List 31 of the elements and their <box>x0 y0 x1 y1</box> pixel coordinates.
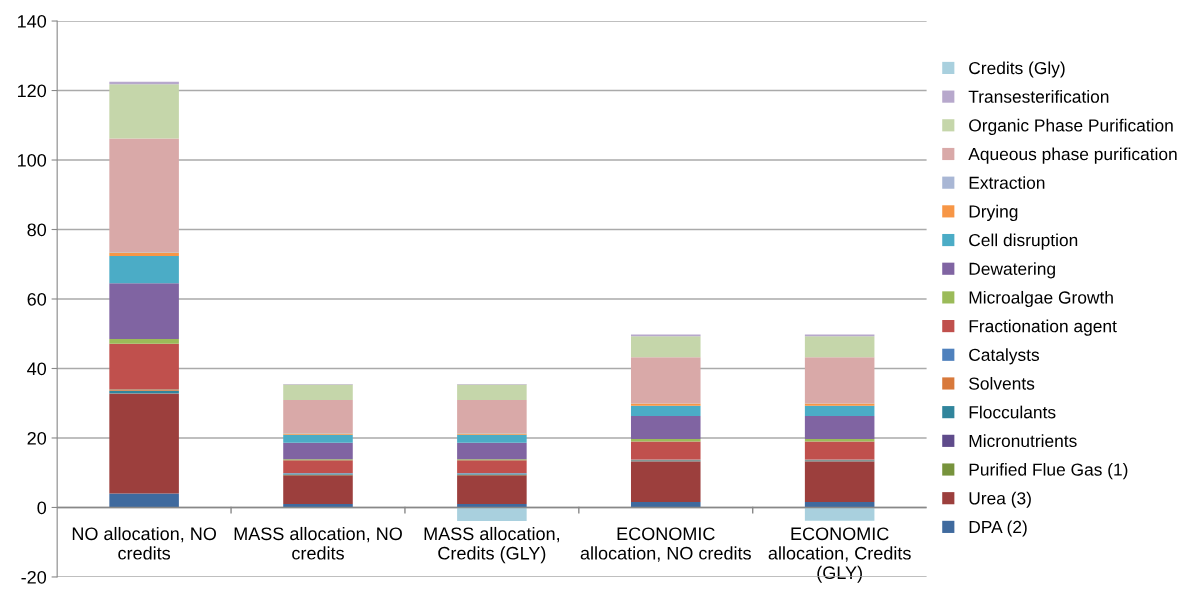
legend-label: Solvents <box>969 376 1035 390</box>
legend-label: Transesterification <box>968 90 1109 103</box>
legend-label: Catalysts <box>969 348 1040 365</box>
x-tick-label: NO allocation, NO credits <box>72 526 216 560</box>
legend-label: Credits (Gly) <box>969 61 1065 78</box>
legend-label: Purified Flue Gas (1) <box>969 463 1128 480</box>
legend-label: DPA (2) <box>969 520 1027 537</box>
y-tick-label: -20 <box>21 570 47 584</box>
y-tick-label: 140 <box>18 14 47 28</box>
legend-label: Aqueous phase purification <box>968 147 1177 164</box>
y-tick-label: 60 <box>27 292 47 306</box>
legend-label: Extraction <box>969 176 1045 189</box>
y-tick-label: 20 <box>27 431 47 445</box>
x-tick-label: MASS allocation, Credits (GLY) <box>424 526 560 564</box>
x-tick-label: ECONOMIC allocation, NO credits <box>580 527 751 562</box>
legend-label: Urea (3) <box>969 491 1031 508</box>
legend-label: Microalgae Growth <box>969 290 1113 308</box>
y-tick-label: 80 <box>27 223 47 237</box>
legend-label: Cell disruption <box>969 233 1078 250</box>
x-tick-label: MASS allocation, NO credits <box>234 526 402 560</box>
y-tick-label: 0 <box>37 501 47 515</box>
y-tick-label: 120 <box>18 84 47 98</box>
legend-label: Micronutrients <box>969 434 1077 448</box>
legend-label: Dewatering <box>969 262 1055 279</box>
legend-label: Organic Phase Purification <box>969 118 1173 135</box>
legend-label: Flocculants <box>969 405 1056 419</box>
y-tick-label: 40 <box>27 362 47 376</box>
legend-label: Fractionation agent <box>969 319 1117 336</box>
legend-label: Drying <box>969 204 1018 222</box>
y-tick-label: 100 <box>18 153 47 167</box>
x-tick-label: ECONOMIC allocation, Credits (GLY) <box>768 527 911 583</box>
